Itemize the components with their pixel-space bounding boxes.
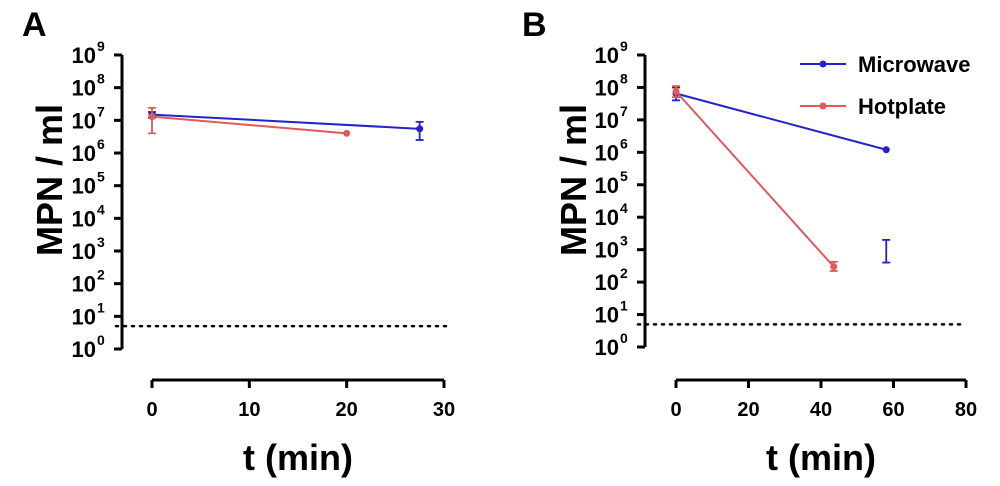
panel-a-microwave-line	[151, 113, 420, 130]
panel-b-y-tick-label: 10	[595, 140, 619, 165]
panel-a-y-tick-exponent: 5	[97, 169, 105, 185]
panel-b-y-tick-exponent: 6	[620, 135, 628, 151]
panel-b-x-tick-label: 40	[810, 399, 832, 421]
panel-a-y-tick-exponent: 8	[97, 71, 105, 87]
panel-a-y-tick-label: 10	[72, 76, 96, 101]
panel-a-x-tick-label: 30	[433, 399, 455, 421]
panel-a-y-tick-label: 10	[72, 239, 96, 264]
panel-b-y-tick-label: 10	[595, 108, 619, 133]
panel-b-y-tick-label: 10	[595, 75, 619, 100]
panel-b-y-tick-exponent: 0	[620, 330, 628, 346]
panel-b-x-tick-label: 20	[737, 399, 759, 421]
panel-a-y-tick-exponent: 6	[97, 136, 105, 152]
panel-b-legend-hotplate-swatch-marker	[819, 102, 827, 110]
panel-a-y-tick-exponent: 0	[97, 332, 105, 348]
panel-a-y-tick-exponent: 7	[97, 103, 105, 119]
panel-b-microwave-line	[675, 92, 887, 151]
panel-b-x-tick-label: 0	[670, 399, 681, 421]
panel-b-y-tick-label: 10	[595, 303, 619, 328]
panel-b-y-tick-exponent: 4	[620, 200, 628, 216]
panel-a-x-tick-label: 20	[336, 399, 358, 421]
panel-b-microwave-point	[882, 146, 890, 154]
panel-a-y-tick-label: 10	[72, 206, 96, 231]
panel-a-hotplate-line	[151, 115, 347, 135]
panel-b-y-tick-label: 10	[595, 43, 619, 68]
panel-b-y-tick-exponent: 5	[620, 168, 628, 184]
panel-a-y-tick-exponent: 1	[97, 299, 105, 315]
panel-b-y-tick-exponent: 9	[620, 38, 628, 54]
panel-a-y-tick-label: 10	[72, 337, 96, 362]
panel-a-y-tick-label: 10	[72, 141, 96, 166]
panel-a-hotplate-point	[343, 129, 351, 137]
panel-a-y-tick-label: 10	[72, 304, 96, 329]
panel-a-hotplate-point	[148, 113, 156, 121]
panel-b-letter: B	[522, 6, 547, 44]
panel-b-y-tick-exponent: 2	[620, 265, 628, 281]
panel-b-legend-microwave-label: Microwave	[858, 52, 971, 77]
panel-a-x-tick-label: 0	[146, 399, 157, 421]
panel-a-letter: A	[22, 6, 47, 44]
panel-b-x-tick-label: 60	[882, 399, 904, 421]
panel-b-y-tick-exponent: 3	[620, 233, 628, 249]
panel-b-y-tick-label: 10	[595, 335, 619, 360]
panel-b-x-axis-title: t (min)	[766, 437, 876, 478]
panel-b-legend-microwave-swatch-marker	[819, 60, 827, 68]
panel-a-y-tick-label: 10	[72, 108, 96, 133]
panel-b-y-tick-label: 10	[595, 173, 619, 198]
panel-b-hotplate-point	[830, 263, 838, 271]
panel-b-y-tick-label: 10	[595, 270, 619, 295]
panel-a-y-tick-exponent: 9	[97, 38, 105, 54]
panel-a-y-tick-label: 10	[72, 174, 96, 199]
panel-b-legend-hotplate-label: Hotplate	[858, 94, 946, 119]
panel-b-x-tick-label: 80	[955, 399, 977, 421]
panel-a-y-tick-exponent: 4	[97, 201, 105, 217]
panel-b-y-tick-exponent: 1	[620, 298, 628, 314]
panel-a-x-tick-label: 10	[238, 399, 260, 421]
panel-a-y-axis-title: MPN / ml	[29, 104, 70, 256]
panel-a-x-axis-title: t (min)	[243, 437, 353, 478]
panel-b-y-axis-title: MPN / ml	[553, 104, 594, 256]
panel-a-y-tick-label: 10	[72, 43, 96, 68]
panel-a-microwave-point	[416, 125, 424, 133]
panel-a-y-tick-label: 10	[72, 272, 96, 297]
panel-b-y-tick-label: 10	[595, 205, 619, 230]
panel-a-y-tick-exponent: 3	[97, 234, 105, 250]
panel-b-hotplate-line	[675, 90, 835, 268]
panel-b-y-tick-exponent: 8	[620, 70, 628, 86]
panel-b-y-tick-exponent: 7	[620, 103, 628, 119]
panel-b-y-tick-label: 10	[595, 238, 619, 263]
panel-a-y-tick-exponent: 2	[97, 267, 105, 283]
panel-b-hotplate-point	[672, 87, 680, 95]
